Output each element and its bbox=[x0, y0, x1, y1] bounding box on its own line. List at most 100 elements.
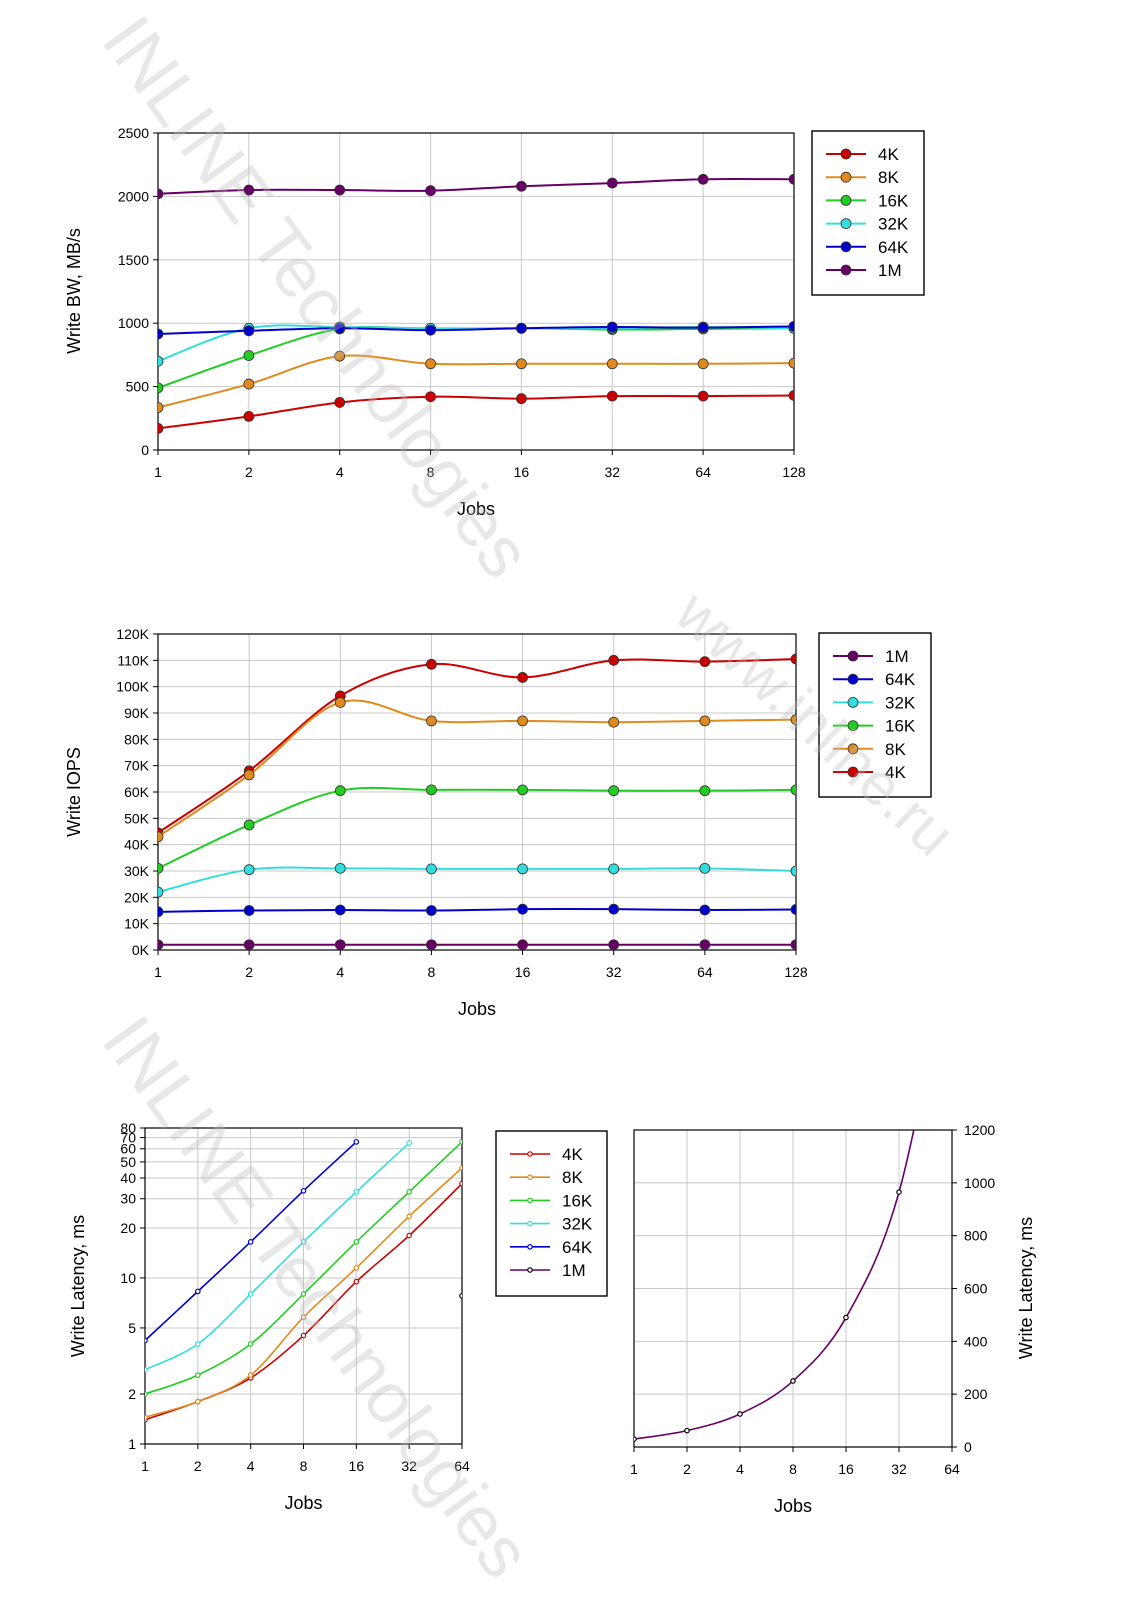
data-point-64k bbox=[516, 322, 527, 334]
data-point-1m bbox=[516, 180, 527, 192]
y-tick-label: 500 bbox=[126, 379, 150, 395]
y-tick-label: 0 bbox=[141, 442, 149, 458]
data-point-1m bbox=[896, 1189, 902, 1195]
data-point-64k bbox=[145, 1337, 148, 1344]
data-point-64k bbox=[195, 1288, 201, 1295]
y-tick-label: 70K bbox=[124, 758, 150, 774]
x-tick-label: 1 bbox=[630, 1461, 638, 1477]
y-tick-label: 1500 bbox=[118, 252, 149, 268]
data-point-16k bbox=[145, 1391, 148, 1397]
legend-marker-1m bbox=[840, 264, 852, 276]
y-tick-label: 30 bbox=[120, 1191, 136, 1207]
data-point-64k bbox=[158, 906, 164, 918]
data-point-64k bbox=[790, 904, 796, 915]
x-tick-label: 4 bbox=[336, 464, 344, 480]
legend-label-64k: 64K bbox=[878, 238, 909, 257]
y-tick-label: 1200 bbox=[964, 1122, 995, 1138]
y-tick-label: 60 bbox=[120, 1141, 136, 1157]
data-point-8k bbox=[353, 1265, 360, 1271]
data-point-32k bbox=[699, 862, 711, 874]
data-point-8k bbox=[425, 358, 436, 370]
x-tick-label: 2 bbox=[245, 464, 253, 480]
data-point-64k bbox=[247, 1239, 254, 1245]
data-point-32k bbox=[158, 886, 164, 898]
plot-frame bbox=[157, 132, 795, 451]
legend-label-32k: 32K bbox=[885, 693, 916, 712]
data-point-1m bbox=[517, 939, 528, 950]
y-tick-label: 2500 bbox=[118, 125, 149, 141]
y-tick-label: 600 bbox=[964, 1281, 988, 1297]
data-point-8k bbox=[406, 1213, 412, 1220]
x-tick-label: 64 bbox=[697, 964, 713, 980]
legend-marker-32k bbox=[847, 697, 859, 708]
data-point-1m bbox=[843, 1314, 849, 1321]
x-tick-label: 64 bbox=[695, 464, 711, 480]
data-point-16k bbox=[334, 785, 346, 797]
legend-marker-4k bbox=[840, 148, 852, 160]
data-point-8k bbox=[243, 378, 255, 390]
legend-label-32k: 32K bbox=[562, 1215, 593, 1234]
legend-label-8k: 8K bbox=[885, 740, 906, 759]
data-point-4k bbox=[158, 423, 164, 434]
legend-label-1m: 1M bbox=[562, 1261, 586, 1280]
data-point-16k bbox=[353, 1239, 360, 1245]
data-point-4k bbox=[517, 672, 528, 683]
data-point-8k bbox=[517, 715, 528, 727]
y-tick-label: 1 bbox=[128, 1436, 136, 1452]
x-tick-label: 4 bbox=[336, 964, 344, 980]
x-tick-label: 2 bbox=[683, 1461, 691, 1477]
x-axis-label: Jobs bbox=[284, 1493, 322, 1513]
data-point-4k bbox=[425, 391, 436, 403]
x-tick-label: 64 bbox=[454, 1458, 470, 1474]
data-point-32k bbox=[426, 863, 437, 875]
data-point-1m bbox=[426, 939, 437, 950]
data-point-4k bbox=[406, 1232, 412, 1239]
data-point-32k bbox=[247, 1291, 254, 1297]
legend-marker-16k bbox=[847, 720, 859, 731]
series-line-64k bbox=[158, 325, 794, 335]
y-tick-label: 20 bbox=[120, 1220, 136, 1236]
data-point-4k bbox=[334, 397, 346, 408]
series-group bbox=[145, 1139, 462, 1423]
y-axis-label: Write BW, MB/s bbox=[64, 228, 84, 354]
series-line-32k bbox=[158, 866, 796, 894]
data-point-64k bbox=[353, 1139, 360, 1145]
y-tick-label: 1000 bbox=[964, 1175, 995, 1191]
data-point-32k bbox=[406, 1140, 412, 1146]
x-tick-label: 32 bbox=[401, 1458, 417, 1474]
x-tick-label: 8 bbox=[789, 1461, 797, 1477]
data-point-32k bbox=[300, 1239, 307, 1245]
data-point-32k bbox=[517, 863, 528, 875]
data-point-4k bbox=[608, 654, 620, 666]
x-tick-label: 8 bbox=[300, 1458, 308, 1474]
data-point-8k bbox=[426, 715, 437, 727]
x-tick-label: 128 bbox=[782, 464, 806, 480]
data-point-1m bbox=[334, 939, 346, 950]
x-tick-label: 2 bbox=[245, 964, 253, 980]
series-line-8k bbox=[158, 354, 794, 409]
legend-marker-64k bbox=[847, 673, 859, 685]
data-point-64k bbox=[699, 904, 711, 916]
data-point-64k bbox=[788, 320, 794, 332]
legend-label-16k: 16K bbox=[878, 191, 909, 210]
data-point-4k bbox=[243, 410, 255, 422]
legend-marker-4k bbox=[847, 766, 859, 778]
legend-iops: 1M 64K 32K 16K 8K 4K bbox=[818, 632, 932, 798]
data-point-8k bbox=[334, 697, 346, 708]
series-group bbox=[158, 653, 796, 950]
y-tick-label: 2 bbox=[128, 1386, 136, 1402]
data-point-4k bbox=[300, 1332, 307, 1339]
data-point-8k bbox=[608, 716, 620, 728]
data-point-16k bbox=[158, 862, 164, 874]
data-point-1m bbox=[788, 173, 794, 185]
data-point-4k bbox=[699, 656, 711, 668]
data-point-16k bbox=[459, 1139, 462, 1145]
legend-marker-32k bbox=[840, 218, 852, 230]
x-tick-label: 32 bbox=[891, 1461, 907, 1477]
data-point-64k bbox=[158, 328, 164, 340]
x-tick-label: 4 bbox=[247, 1458, 255, 1474]
x-tick-label: 8 bbox=[428, 964, 436, 980]
data-point-4k bbox=[459, 1180, 462, 1187]
